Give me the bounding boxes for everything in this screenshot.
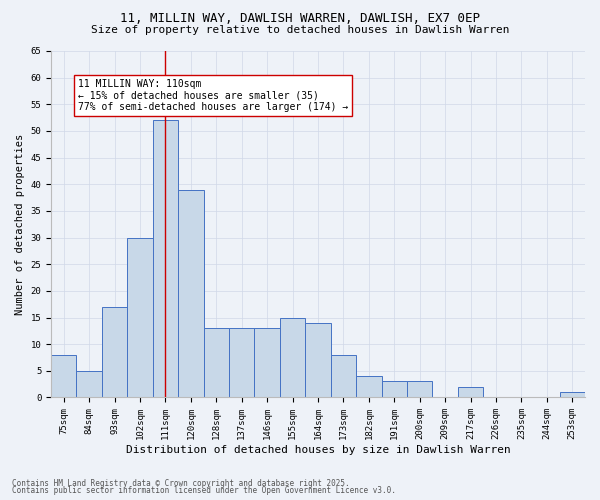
Bar — [305, 323, 331, 398]
Bar — [560, 392, 585, 398]
Text: Contains HM Land Registry data © Crown copyright and database right 2025.: Contains HM Land Registry data © Crown c… — [12, 478, 350, 488]
Bar — [153, 120, 178, 398]
Text: 11 MILLIN WAY: 110sqm
← 15% of detached houses are smaller (35)
77% of semi-deta: 11 MILLIN WAY: 110sqm ← 15% of detached … — [78, 78, 348, 112]
Bar — [407, 382, 433, 398]
Bar — [229, 328, 254, 398]
Text: Size of property relative to detached houses in Dawlish Warren: Size of property relative to detached ho… — [91, 25, 509, 35]
Bar — [280, 318, 305, 398]
Bar — [458, 387, 483, 398]
X-axis label: Distribution of detached houses by size in Dawlish Warren: Distribution of detached houses by size … — [125, 445, 511, 455]
Bar — [331, 355, 356, 398]
Bar — [356, 376, 382, 398]
Bar — [203, 328, 229, 398]
Bar — [127, 238, 153, 398]
Y-axis label: Number of detached properties: Number of detached properties — [15, 134, 25, 315]
Bar — [254, 328, 280, 398]
Bar — [178, 190, 203, 398]
Bar — [51, 355, 76, 398]
Bar — [76, 371, 102, 398]
Bar — [382, 382, 407, 398]
Text: 11, MILLIN WAY, DAWLISH WARREN, DAWLISH, EX7 0EP: 11, MILLIN WAY, DAWLISH WARREN, DAWLISH,… — [120, 12, 480, 26]
Text: Contains public sector information licensed under the Open Government Licence v3: Contains public sector information licen… — [12, 486, 396, 495]
Bar — [102, 307, 127, 398]
